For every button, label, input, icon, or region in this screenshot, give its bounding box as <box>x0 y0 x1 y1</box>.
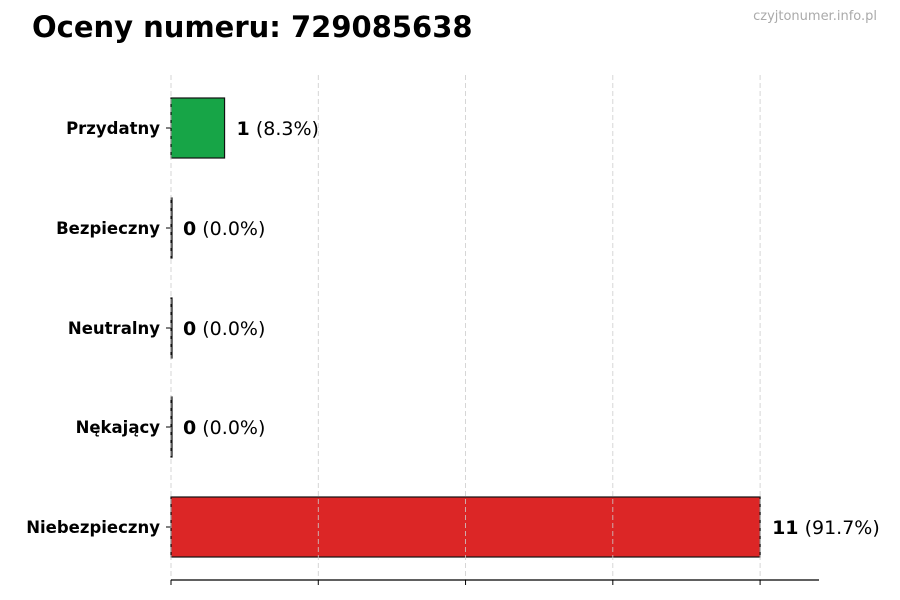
count: 0 <box>183 318 196 340</box>
count: 1 <box>237 118 250 140</box>
value-label: 0 (0.0%) <box>183 218 265 240</box>
category-label: Niebezpieczny <box>26 518 160 537</box>
percent: (8.3%) <box>250 118 319 140</box>
category-label: Przydatny <box>66 119 160 138</box>
count: 0 <box>183 218 196 240</box>
count: 11 <box>772 517 798 539</box>
value-label: 1 (8.3%) <box>237 118 319 140</box>
category-label: Nękający <box>76 418 161 437</box>
percent: (0.0%) <box>196 218 265 240</box>
chart-title: Oceny numeru: 729085638 <box>32 10 473 44</box>
value-label: 11 (91.7%) <box>772 517 880 539</box>
count: 0 <box>183 417 196 439</box>
percent: (0.0%) <box>196 318 265 340</box>
watermark: czyjtonumer.info.pl <box>753 9 877 24</box>
percent: (0.0%) <box>196 417 265 439</box>
bar-przydatny <box>170 97 226 159</box>
value-label: 0 (0.0%) <box>183 417 265 439</box>
value-label: 0 (0.0%) <box>183 318 265 340</box>
category-label: Neutralny <box>68 319 160 338</box>
category-label: Bezpieczny <box>56 219 160 238</box>
percent: (91.7%) <box>799 517 880 539</box>
